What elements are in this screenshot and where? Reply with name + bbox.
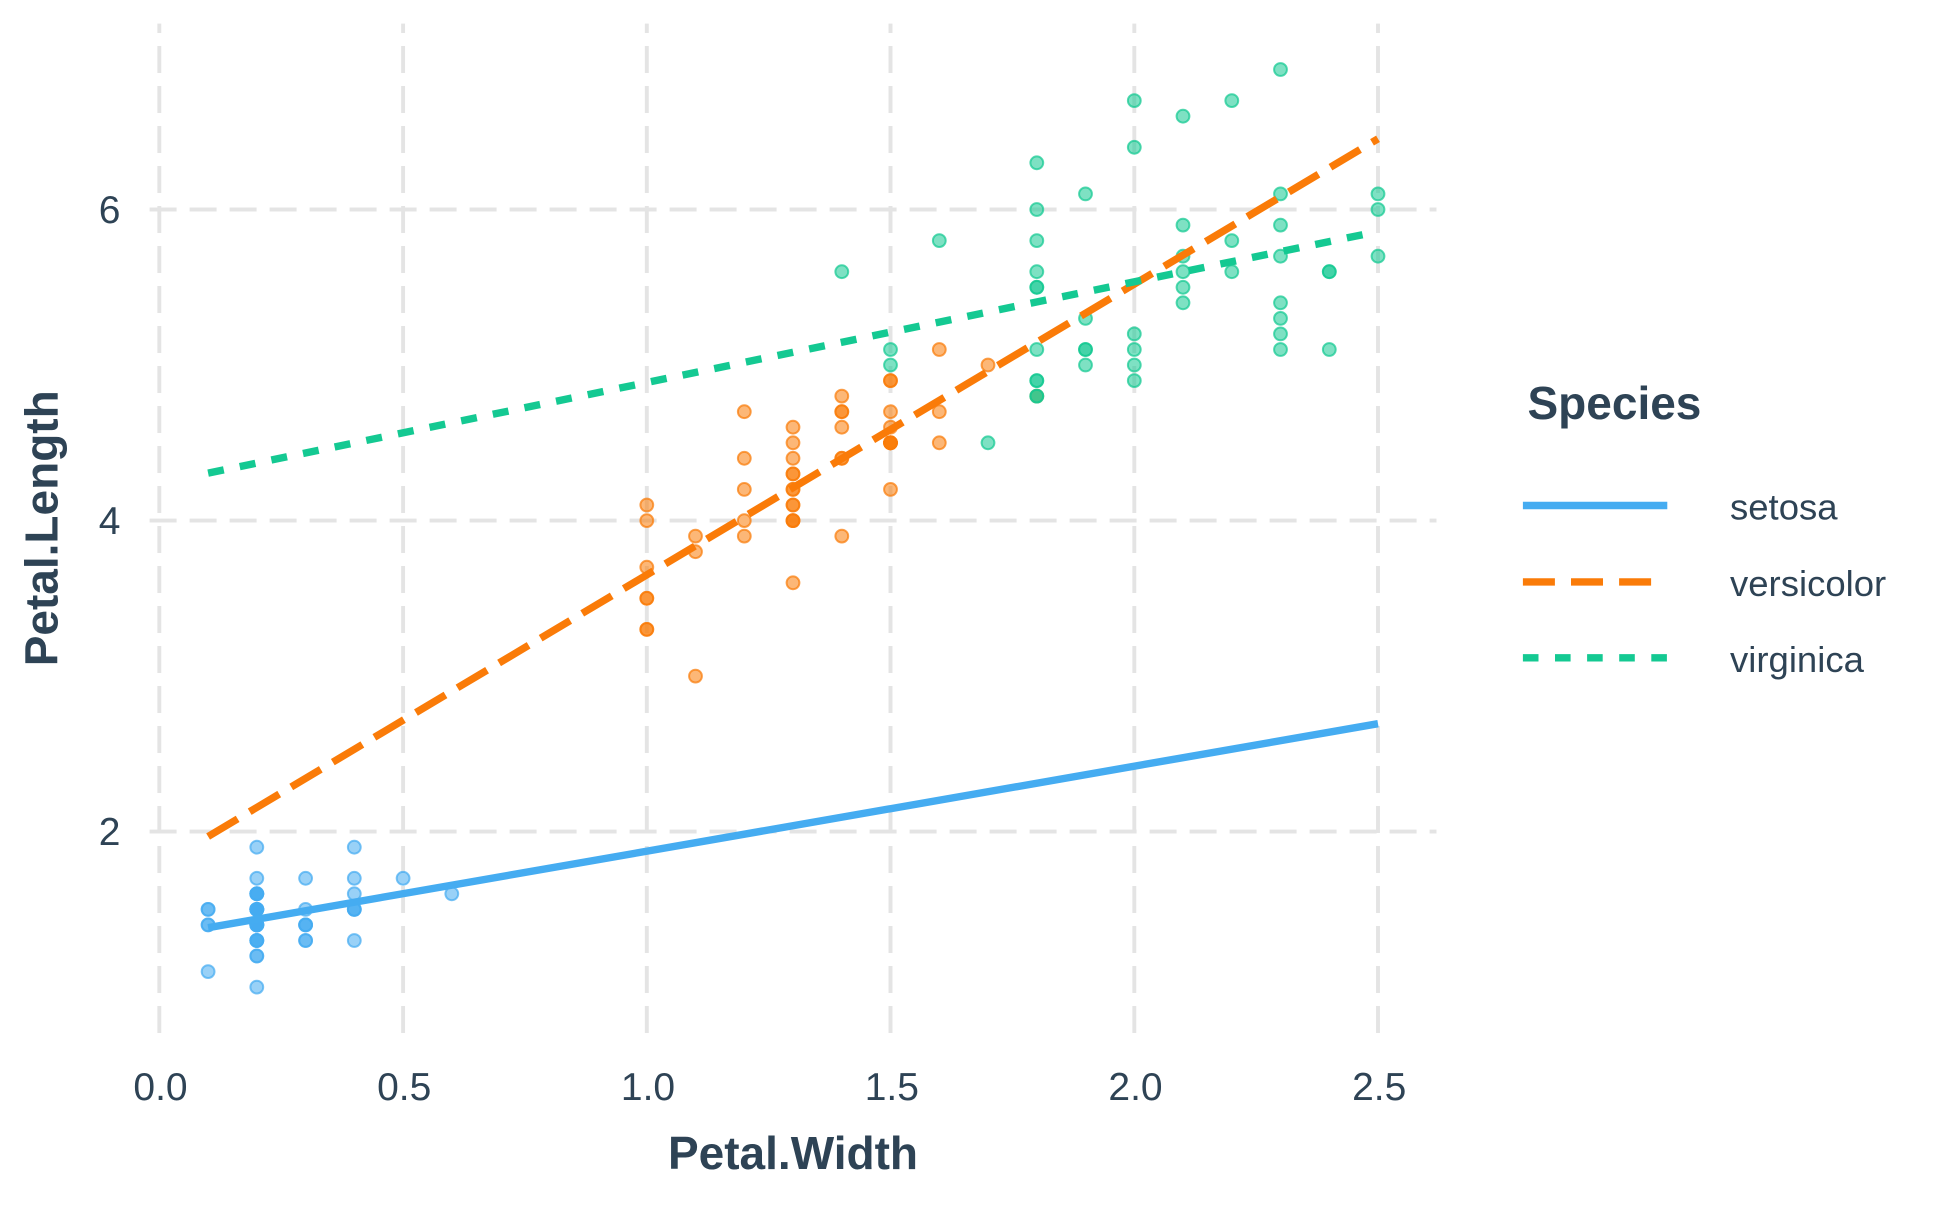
svg-text:versicolor: versicolor: [1730, 563, 1886, 604]
svg-text:2.5: 2.5: [1352, 1066, 1406, 1109]
svg-text:setosa: setosa: [1730, 487, 1838, 528]
svg-text:0.0: 0.0: [133, 1066, 187, 1109]
svg-text:4: 4: [99, 500, 121, 543]
svg-text:Petal.Length: Petal.Length: [15, 390, 67, 666]
svg-text:Petal.Width: Petal.Width: [668, 1127, 918, 1179]
svg-text:0.5: 0.5: [377, 1066, 431, 1109]
svg-text:1.5: 1.5: [865, 1066, 919, 1109]
svg-text:2: 2: [99, 811, 121, 854]
svg-text:6: 6: [99, 189, 121, 232]
svg-text:1.0: 1.0: [621, 1066, 675, 1109]
svg-text:Species: Species: [1528, 377, 1702, 429]
svg-text:virginica: virginica: [1730, 639, 1865, 680]
svg-text:2.0: 2.0: [1108, 1066, 1162, 1109]
